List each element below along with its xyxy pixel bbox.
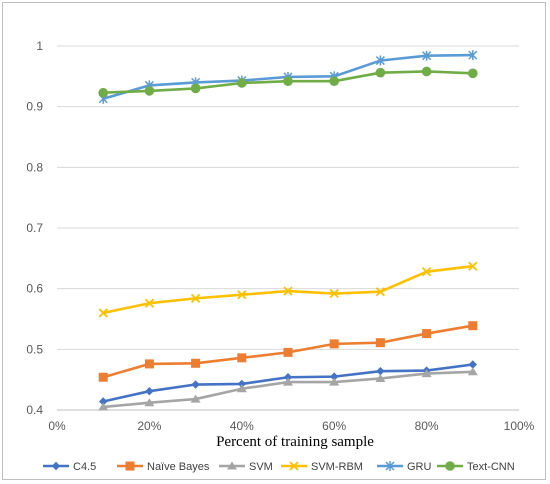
legend-label: Naïve Bayes	[147, 461, 210, 473]
legend-marker	[51, 461, 61, 471]
series-line	[102, 264, 473, 315]
legend-label: C4.5	[73, 461, 96, 473]
y-tick-label: 0.5	[26, 342, 43, 356]
data-point	[145, 386, 154, 396]
legend-marker	[445, 461, 455, 471]
data-point	[468, 68, 478, 79]
y-tick-label: 0.6	[26, 282, 43, 296]
data-point	[98, 308, 108, 318]
data-point	[422, 50, 432, 61]
y-axis-tick-labels: 0.4 0.5 0.6 0.7 0.8 0.9 1	[26, 39, 43, 417]
data-point	[329, 377, 340, 386]
data-point	[468, 360, 477, 369]
data-point	[98, 87, 108, 98]
data-point	[376, 366, 385, 376]
data-point	[237, 379, 246, 389]
y-tick-label: 1	[36, 39, 43, 53]
data-point	[190, 394, 201, 403]
x-tick-label: 100%	[504, 419, 535, 433]
series-na-ve-bayes	[98, 321, 478, 382]
data-point	[191, 380, 200, 389]
data-point	[237, 290, 247, 300]
legend-item: Naïve Bayes	[117, 461, 210, 473]
series-svm-rbm	[98, 261, 478, 318]
data-point	[283, 76, 293, 86]
legend-marker	[289, 461, 299, 471]
legend-item: Text-CNN	[437, 461, 515, 473]
legend-marker	[125, 461, 135, 471]
data-point	[375, 55, 385, 66]
x-tick-label: 40%	[230, 419, 254, 433]
data-point	[375, 373, 386, 382]
legend-item: GRU	[377, 461, 432, 473]
legend-label: SVM-RBM	[311, 461, 363, 473]
data-point	[283, 347, 293, 357]
y-tick-label: 0.8	[26, 160, 43, 174]
legend-item: SVM	[219, 461, 273, 473]
data-point	[422, 329, 432, 339]
data-point	[237, 78, 247, 88]
x-tick-label: 60%	[322, 419, 346, 433]
x-tick-label: 20%	[137, 419, 161, 433]
data-point	[421, 369, 432, 378]
x-axis-tick-labels: 0% 20% 40% 60% 80% 100%	[48, 419, 534, 433]
y-tick-label: 0.4	[26, 403, 43, 417]
data-point	[283, 286, 293, 296]
data-point	[237, 353, 247, 363]
x-axis-title: Percent of training sample	[216, 434, 374, 450]
data-point	[236, 384, 247, 393]
data-point	[421, 66, 432, 77]
data-point	[98, 372, 108, 382]
data-point	[98, 402, 109, 411]
data-point	[329, 339, 339, 349]
legend-label: SVM	[249, 461, 273, 473]
series-svm	[98, 367, 478, 411]
data-point	[99, 397, 108, 406]
data-point	[144, 86, 155, 96]
data-point	[190, 293, 201, 304]
data-point	[144, 359, 154, 369]
x-tick-label: 0%	[48, 419, 66, 433]
legend-item: C4.5	[43, 461, 96, 473]
data-point	[190, 83, 201, 94]
x-tick-label: 80%	[415, 419, 439, 433]
data-point	[191, 358, 201, 368]
data-point	[421, 267, 432, 277]
data-point	[144, 298, 155, 308]
legend-item: SVM-RBM	[281, 461, 363, 473]
y-tick-label: 0.7	[26, 221, 43, 235]
data-point	[329, 288, 339, 299]
data-point	[283, 377, 293, 386]
data-point	[283, 373, 293, 382]
data-point	[375, 287, 386, 297]
series-c4-5	[99, 360, 477, 406]
data-point	[375, 338, 385, 348]
y-tick-label: 0.9	[26, 100, 43, 114]
gridlines	[57, 45, 519, 350]
data-point	[468, 321, 478, 331]
series-layer	[98, 50, 478, 411]
data-point	[468, 261, 478, 271]
data-point	[330, 372, 339, 381]
data-point	[375, 67, 386, 78]
data-point	[467, 367, 478, 376]
legend-label: GRU	[407, 461, 432, 473]
series-text-cnn	[98, 66, 478, 98]
legend-marker	[385, 461, 395, 471]
legend-label: Text-CNN	[467, 461, 515, 473]
data-point	[329, 76, 340, 86]
data-point	[468, 50, 478, 61]
legend-marker	[227, 461, 237, 470]
data-point	[144, 398, 155, 407]
legend: C4.5 Naïve Bayes SVM SVM-RBM GRU Text-CNN	[43, 461, 515, 473]
